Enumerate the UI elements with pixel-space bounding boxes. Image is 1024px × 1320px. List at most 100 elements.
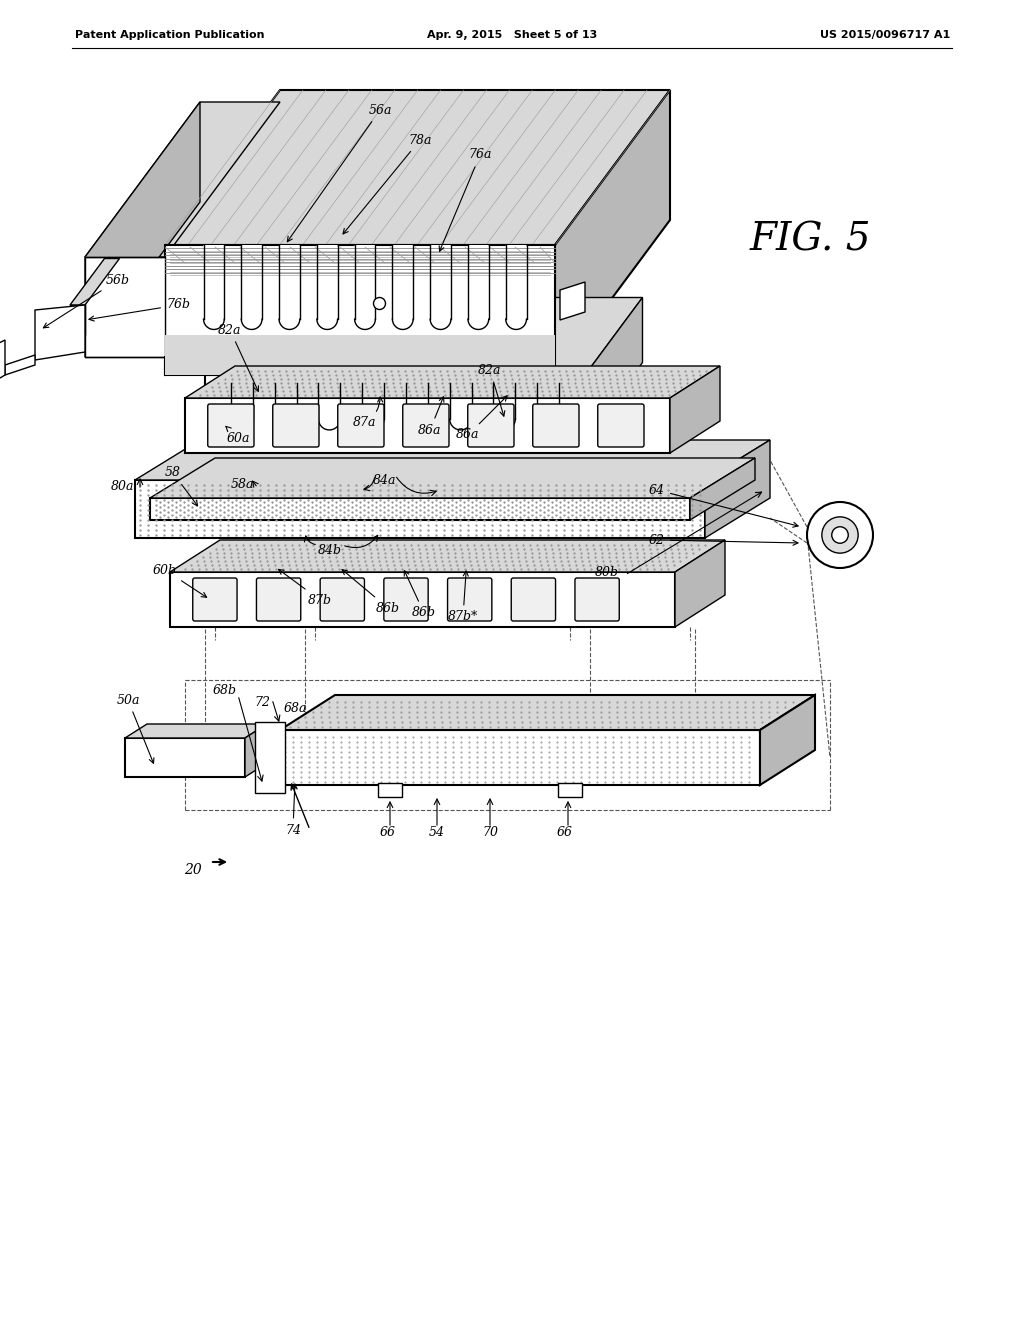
Text: Apr. 9, 2015   Sheet 5 of 13: Apr. 9, 2015 Sheet 5 of 13 (427, 30, 597, 40)
Text: 80a: 80a (112, 480, 135, 494)
Circle shape (807, 502, 873, 568)
Polygon shape (705, 440, 770, 539)
Text: Patent Application Publication: Patent Application Publication (75, 30, 264, 40)
Polygon shape (354, 246, 376, 330)
Polygon shape (150, 498, 690, 520)
Polygon shape (70, 259, 120, 305)
Polygon shape (185, 366, 720, 399)
Polygon shape (760, 696, 815, 785)
Polygon shape (205, 375, 585, 440)
Polygon shape (35, 305, 85, 360)
Polygon shape (558, 783, 582, 797)
Text: 58a: 58a (230, 478, 254, 491)
Polygon shape (670, 366, 720, 453)
Polygon shape (170, 572, 675, 627)
Polygon shape (245, 723, 267, 777)
Polygon shape (255, 722, 285, 793)
FancyBboxPatch shape (321, 578, 365, 620)
Polygon shape (85, 102, 280, 257)
FancyBboxPatch shape (574, 578, 620, 620)
Polygon shape (135, 440, 770, 480)
Polygon shape (280, 246, 300, 330)
Text: 64: 64 (649, 483, 798, 527)
Polygon shape (165, 90, 670, 246)
Text: 60b: 60b (153, 564, 207, 597)
Polygon shape (70, 305, 85, 335)
Text: 80b: 80b (595, 565, 618, 578)
Polygon shape (125, 738, 245, 777)
Polygon shape (165, 334, 555, 375)
Text: 86b: 86b (404, 570, 436, 619)
Polygon shape (0, 341, 5, 387)
Text: 84a: 84a (374, 474, 396, 487)
Text: 82a: 82a (218, 323, 258, 391)
Text: 76b: 76b (89, 298, 190, 321)
Text: 82a: 82a (478, 363, 505, 416)
FancyBboxPatch shape (338, 404, 384, 447)
FancyBboxPatch shape (193, 578, 237, 620)
Text: 84b: 84b (318, 544, 342, 557)
Text: 66: 66 (557, 826, 573, 840)
Polygon shape (690, 458, 755, 520)
Polygon shape (560, 282, 585, 319)
Circle shape (831, 527, 848, 544)
Text: 68b: 68b (213, 684, 237, 697)
Polygon shape (468, 246, 488, 330)
Circle shape (374, 297, 385, 309)
Text: 56b: 56b (43, 273, 130, 327)
Polygon shape (675, 540, 725, 627)
Polygon shape (316, 246, 338, 330)
Polygon shape (242, 246, 262, 330)
Text: 56a: 56a (288, 103, 392, 242)
Text: 66: 66 (380, 826, 396, 840)
FancyBboxPatch shape (384, 578, 428, 620)
Polygon shape (205, 297, 642, 375)
Text: 76a: 76a (439, 149, 492, 251)
Polygon shape (185, 399, 670, 453)
Polygon shape (430, 246, 451, 330)
Polygon shape (378, 783, 402, 797)
FancyBboxPatch shape (511, 578, 556, 620)
FancyBboxPatch shape (402, 404, 449, 447)
Text: 58: 58 (165, 466, 198, 506)
Text: 20: 20 (184, 863, 202, 876)
Polygon shape (135, 480, 705, 539)
Polygon shape (170, 540, 725, 572)
Text: 74: 74 (285, 784, 301, 837)
Text: 62: 62 (649, 533, 798, 546)
Text: FIG. 5: FIG. 5 (750, 222, 870, 259)
Text: US 2015/0096717 A1: US 2015/0096717 A1 (820, 30, 950, 40)
Polygon shape (85, 102, 200, 356)
FancyBboxPatch shape (532, 404, 579, 447)
Text: 86a: 86a (457, 396, 507, 441)
Polygon shape (125, 723, 267, 738)
Polygon shape (165, 246, 555, 375)
Text: 78a: 78a (343, 133, 432, 234)
Text: 87b*: 87b* (447, 572, 478, 623)
Circle shape (822, 517, 858, 553)
FancyBboxPatch shape (256, 578, 301, 620)
FancyBboxPatch shape (208, 404, 254, 447)
Text: 87b: 87b (279, 569, 332, 606)
Text: 72: 72 (254, 696, 270, 709)
FancyBboxPatch shape (447, 578, 492, 620)
FancyBboxPatch shape (272, 404, 319, 447)
Polygon shape (280, 696, 815, 730)
Text: 87a: 87a (353, 397, 383, 429)
Polygon shape (555, 90, 670, 375)
FancyBboxPatch shape (468, 404, 514, 447)
Polygon shape (280, 730, 760, 785)
FancyBboxPatch shape (598, 404, 644, 447)
Polygon shape (85, 257, 165, 356)
Polygon shape (5, 355, 35, 375)
Text: 60a: 60a (226, 426, 250, 445)
Polygon shape (150, 458, 755, 498)
Polygon shape (205, 425, 585, 440)
Text: 50a: 50a (117, 693, 154, 763)
Polygon shape (506, 246, 526, 330)
Text: 86b: 86b (342, 569, 400, 615)
Text: 54: 54 (429, 826, 445, 840)
Polygon shape (392, 246, 413, 330)
Polygon shape (204, 246, 224, 330)
Text: 86a: 86a (418, 397, 444, 437)
